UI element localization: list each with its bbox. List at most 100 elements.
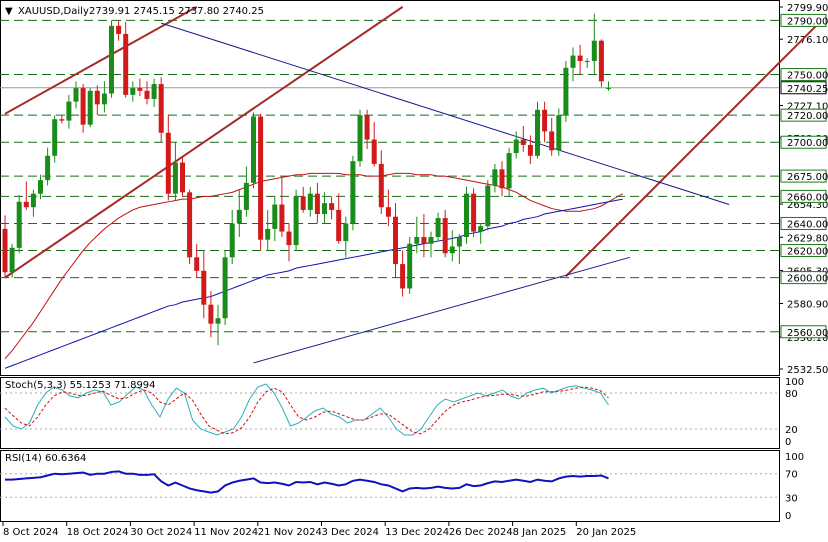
candle-body — [158, 84, 164, 133]
candle — [513, 131, 519, 159]
candle-body — [187, 192, 193, 258]
candle — [435, 212, 441, 242]
candle-body — [30, 193, 36, 208]
candle — [336, 193, 342, 244]
level-tag-box — [780, 13, 827, 27]
candle — [279, 176, 285, 238]
date-label: 13 Dec 2024 — [385, 527, 449, 538]
candle — [357, 109, 363, 167]
rsi-y-label: 70 — [785, 470, 798, 481]
rsi-y-axis: 100 70 30 0 — [785, 452, 804, 522]
trendline — [253, 256, 630, 364]
candle — [464, 186, 469, 244]
candle — [73, 81, 79, 109]
candle — [59, 115, 65, 124]
candle — [428, 231, 434, 258]
candle-body — [556, 115, 562, 151]
candle — [598, 39, 604, 87]
candle — [400, 250, 406, 297]
candle-body — [414, 237, 420, 244]
price-y-axis: 2799.902776.102727.102703.302654.302629.… — [779, 3, 828, 376]
candle-body — [286, 231, 292, 246]
candle — [87, 88, 93, 128]
level-tag-box — [780, 169, 827, 183]
candle-body — [478, 226, 484, 232]
date-label: 8 Oct 2024 — [3, 527, 58, 538]
candle-body — [343, 223, 349, 242]
moving-averages — [4, 172, 623, 369]
candle-body — [435, 218, 441, 238]
candle-body — [272, 204, 278, 229]
candle — [243, 166, 249, 217]
candle-body — [9, 247, 15, 273]
candle-body — [151, 84, 157, 99]
candle — [94, 85, 100, 116]
stoch-lines — [4, 383, 609, 436]
candle-body — [293, 196, 299, 246]
y-tick-label: 2654.30 — [787, 200, 828, 211]
candle-body — [243, 182, 249, 210]
candle — [116, 20, 122, 41]
rsi-lines — [5, 470, 609, 494]
candle-body — [116, 25, 122, 34]
candle — [584, 58, 590, 68]
candle-body — [314, 193, 320, 214]
candle — [236, 189, 242, 238]
candle — [520, 125, 526, 152]
candle-body — [606, 88, 611, 90]
ma-blue-line — [4, 198, 623, 369]
candle — [570, 47, 576, 82]
current-price-label: 2740.25 — [787, 84, 828, 95]
level-tag-box — [780, 216, 827, 230]
candle-body — [130, 88, 136, 95]
ma-red-line — [4, 172, 623, 360]
level-tag-label: 2600.00 — [787, 274, 828, 285]
candle-body — [16, 201, 22, 248]
candle — [45, 147, 51, 186]
candle — [201, 250, 207, 319]
candle — [258, 113, 264, 251]
candle — [542, 101, 548, 143]
level-tag-label: 2675.00 — [787, 172, 828, 183]
candle — [350, 155, 356, 231]
stoch-y-label: 0 — [785, 437, 791, 448]
candle-body — [499, 169, 505, 189]
candle-body — [265, 228, 271, 240]
candle-body — [137, 88, 143, 91]
collapse-triangle-icon[interactable]: ▼ — [5, 6, 13, 17]
candle — [158, 77, 164, 143]
candle — [499, 161, 505, 197]
candle-body — [45, 155, 51, 181]
level-tag-label: 2790.00 — [787, 16, 828, 27]
candle — [449, 230, 455, 262]
candle — [30, 189, 36, 217]
candle-body — [165, 132, 171, 194]
candle-body — [513, 139, 519, 154]
rsi-y-label: 30 — [785, 493, 798, 504]
candle — [527, 135, 533, 164]
candle — [16, 195, 22, 254]
date-label: 20 Jan 2025 — [576, 527, 636, 538]
stoch-y-label: 100 — [785, 377, 804, 388]
candle-body — [172, 162, 178, 194]
candle — [563, 61, 569, 122]
current-price-box — [780, 81, 827, 95]
rsi-y-label: 0 — [785, 511, 791, 522]
candle-body — [520, 139, 526, 145]
candle — [194, 243, 200, 278]
candle-body — [23, 201, 29, 208]
candle — [414, 216, 420, 254]
candle-body — [279, 204, 285, 232]
y-tick-label: 2580.90 — [787, 299, 828, 310]
level-tag-box — [780, 68, 827, 82]
candle-body — [307, 193, 313, 210]
candle-body — [549, 131, 555, 151]
candle — [371, 121, 377, 167]
candle — [272, 196, 278, 242]
candle-body — [449, 246, 455, 254]
candle-body — [236, 209, 242, 224]
candle — [52, 115, 58, 163]
candle-body — [591, 40, 597, 62]
stoch-title: Stoch(5,3,3) 55.1253 71.8994 — [5, 380, 156, 391]
